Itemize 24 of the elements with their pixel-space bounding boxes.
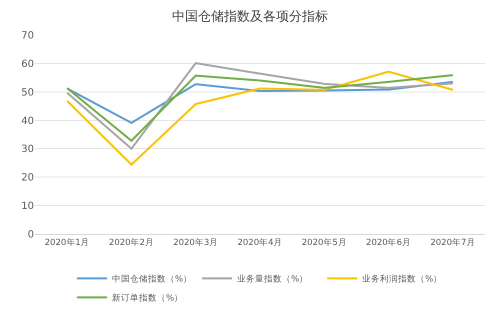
legend-label: 业务量指数（%）	[237, 274, 308, 285]
chart-title: 中国仓储指数及各项分指标	[172, 9, 328, 24]
y-tick-label: 0	[28, 230, 34, 240]
x-tick-label: 2020年1月	[44, 237, 90, 248]
y-tick-label: 60	[21, 58, 34, 70]
x-tick-label: 2020年6月	[366, 237, 412, 248]
legend-label: 业务利润指数（%）	[362, 274, 442, 285]
x-tick-label: 2020年5月	[302, 237, 347, 248]
x-tick-label: 2020年2月	[108, 237, 154, 248]
legend-label: 中国仓储指数（%）	[112, 274, 192, 285]
legend-label: 新订单指数（%）	[112, 292, 184, 304]
y-tick-label: 50	[21, 87, 34, 98]
y-tick-label: 20	[21, 172, 34, 184]
line-series	[66, 70, 454, 166]
line-series	[66, 80, 454, 124]
y-tick-label: 30	[21, 144, 34, 156]
y-tick-label: 40	[21, 116, 34, 127]
x-tick-label: 2020年3月	[173, 237, 218, 248]
y-tick-label: 70	[21, 30, 34, 42]
line-series	[66, 62, 454, 150]
x-tick-label: 2020年4月	[237, 237, 283, 248]
x-tick-label: 2020年7月	[430, 237, 476, 248]
y-tick-label: 10	[21, 201, 34, 212]
line-series	[66, 74, 454, 142]
